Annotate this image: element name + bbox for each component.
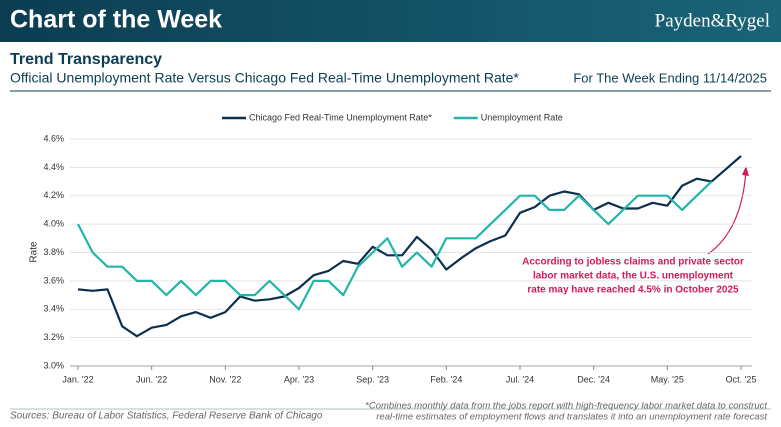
annotation-arrow: [707, 169, 747, 255]
y-tick-label: 4.2%: [43, 190, 64, 200]
brand: Payden&Rygel: [655, 10, 770, 31]
annotation: According to jobless claims and private …: [522, 257, 744, 268]
y-tick-label: 3.2%: [43, 332, 64, 342]
x-tick-label: Feb. '24: [430, 374, 462, 384]
y-tick-label: 3.4%: [43, 304, 64, 314]
footnote: real-time estimates of employment flows …: [376, 412, 767, 423]
series-line: [77, 155, 742, 338]
date-note: For The Week Ending 11/14/2025: [573, 70, 767, 85]
x-tick-label: Jun. '22: [136, 374, 167, 384]
annotation: rate may have reached 4.5% in October 20…: [527, 285, 739, 296]
footnote: *Combines monthly data from the jobs rep…: [365, 401, 767, 412]
header-title: Chart of the Week: [10, 6, 222, 34]
chart-subtitle: Official Unemployment Rate Versus Chicag…: [10, 70, 519, 86]
x-tick-label: Apr. '23: [284, 374, 314, 384]
annotation: labor market data, the U.S. unemployment: [533, 271, 734, 282]
series-line: [77, 180, 713, 311]
x-tick-label: Dec. '24: [577, 374, 610, 384]
chart-title: Trend Transparency: [10, 51, 162, 68]
x-tick-label: May. '25: [651, 374, 684, 384]
x-tick-label: Nov. '22: [209, 374, 241, 384]
y-tick-label: 4.4%: [43, 162, 64, 172]
y-tick-label: 3.6%: [43, 275, 64, 285]
y-tick-label: 3.0%: [43, 360, 64, 370]
sources: Sources: Bureau of Labor Statistics, Fed…: [10, 411, 323, 422]
x-tick-label: Sep. '23: [356, 374, 389, 384]
y-tick-label: 4.6%: [43, 133, 64, 143]
y-axis-label: Rate: [29, 241, 40, 263]
annotation-arrowhead: [742, 166, 749, 176]
x-tick-label: Jul. '24: [506, 374, 534, 384]
y-tick-label: 3.8%: [43, 247, 64, 257]
x-tick-label: Jan. '22: [62, 374, 93, 384]
legend-label: Chicago Fed Real-Time Unemployment Rate*: [249, 112, 432, 122]
header-band: [0, 0, 781, 42]
x-tick-label: Oct. '25: [726, 374, 757, 384]
legend-label: Unemployment Rate: [481, 112, 563, 122]
y-tick-label: 4.0%: [43, 219, 64, 229]
